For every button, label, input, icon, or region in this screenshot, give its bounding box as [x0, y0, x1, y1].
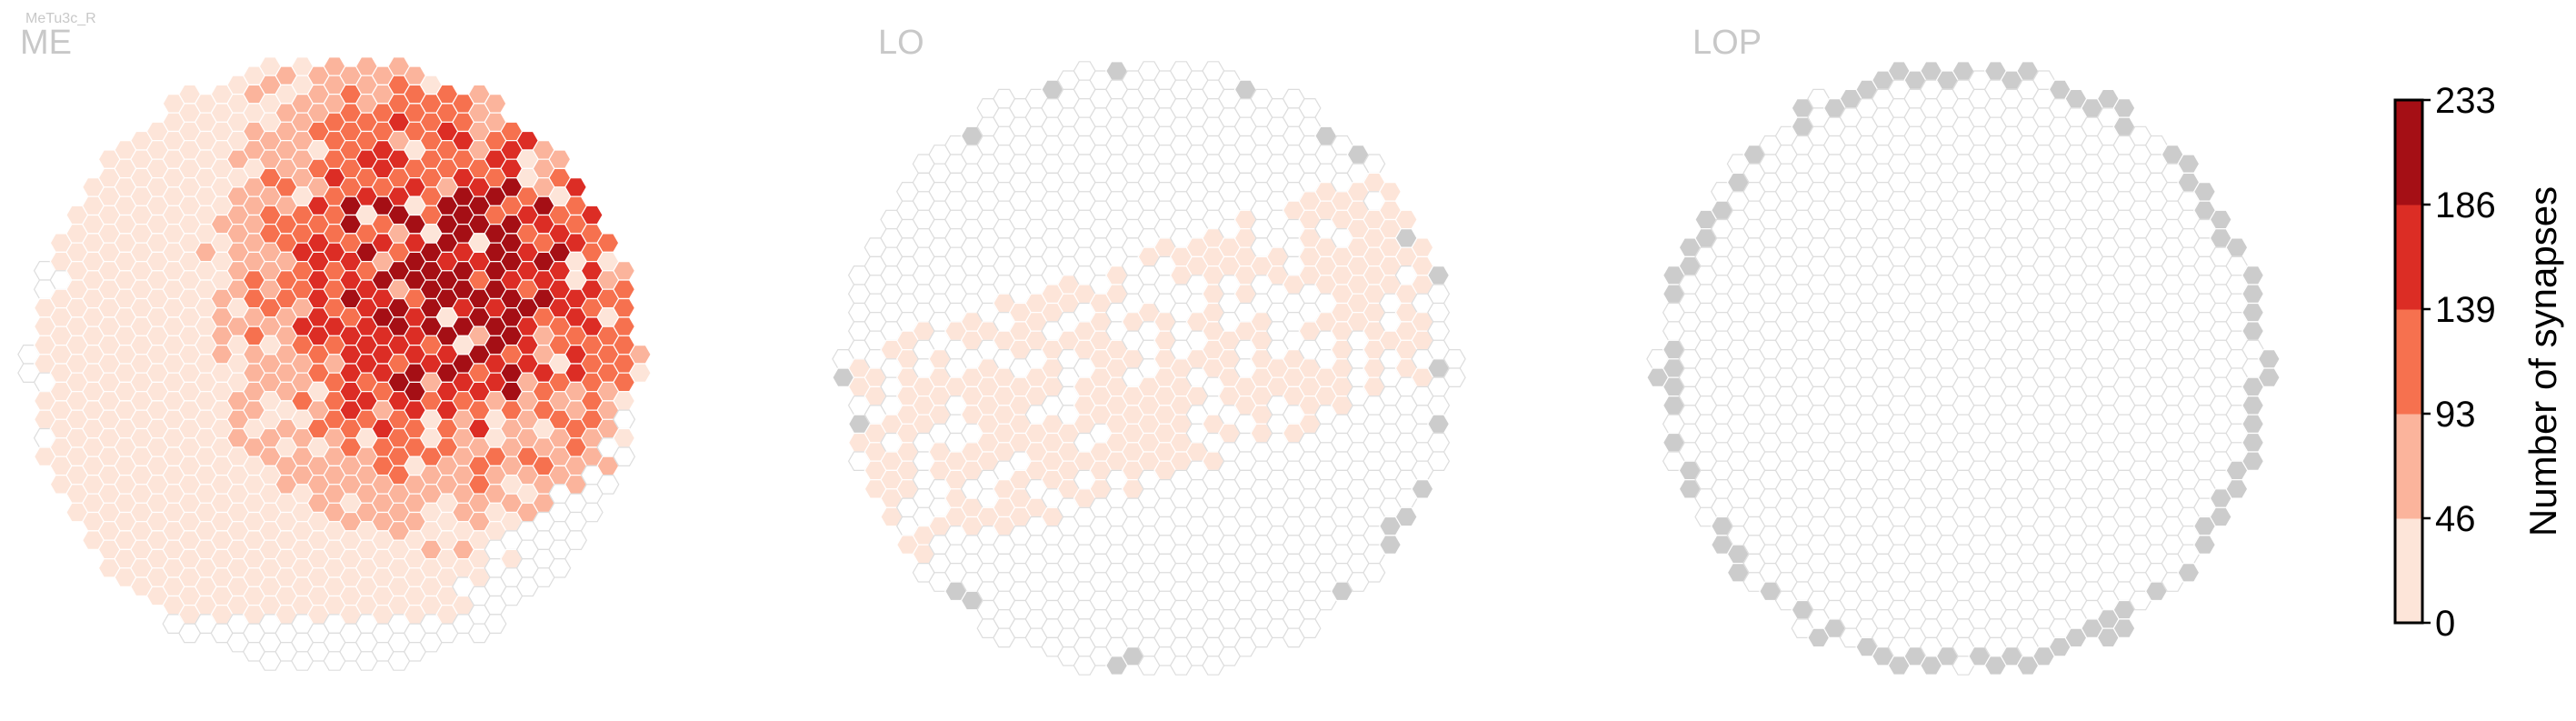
hex-cell — [1427, 321, 1451, 341]
panel-title-me: ME — [20, 24, 72, 62]
hex-cell — [484, 614, 507, 635]
hex-cell — [613, 391, 636, 411]
hex-cell — [2225, 237, 2249, 257]
colorbar-tick-label: 186 — [2435, 185, 2496, 225]
hex-cell — [580, 502, 604, 523]
hex-cell — [1427, 451, 1451, 472]
hex-cell — [2209, 209, 2232, 230]
hex-cell — [2242, 302, 2265, 323]
hex-cell — [613, 409, 636, 430]
colorbar-bin — [2395, 309, 2422, 415]
hex-cell — [2112, 618, 2136, 639]
hex-cell — [1363, 154, 1386, 174]
colorbar: 0 46 93 139 186 233 Number of synapses — [2393, 86, 2564, 644]
hex-cell — [2242, 432, 2265, 453]
hex-cell — [2225, 478, 2249, 499]
hex-cell — [613, 427, 636, 448]
hex-cell — [1298, 97, 1322, 118]
hexmap-panel-me — [17, 56, 652, 671]
hex-cell — [2257, 349, 2281, 369]
hex-cell — [2193, 535, 2216, 556]
hex-cell — [628, 345, 652, 365]
hex-cell — [548, 149, 572, 169]
hex-cell — [596, 474, 620, 495]
hex-cell — [613, 297, 636, 318]
hex-cell — [613, 316, 636, 336]
colorbar-tick-label: 233 — [2435, 86, 2496, 121]
hexmap-panel-lo — [832, 61, 1466, 676]
hex-cell — [2209, 506, 2232, 527]
hex-cell — [1394, 506, 1418, 527]
hex-cell — [1427, 284, 1451, 305]
colorbar-bin — [2395, 100, 2422, 205]
colorbar-tick-label: 46 — [2435, 499, 2476, 539]
hex-maps — [17, 56, 2281, 676]
hex-cell — [2242, 321, 2265, 341]
hex-cell — [1394, 209, 1418, 230]
hex-cell — [2242, 265, 2265, 285]
hex-cell — [613, 279, 636, 300]
hex-cell — [1411, 478, 1434, 499]
hex-cell — [484, 93, 507, 114]
panel-title-lop: LOP — [1692, 24, 1762, 62]
hex-cell — [2257, 367, 2281, 387]
hex-cell — [1427, 432, 1451, 453]
hex-cell — [2112, 97, 2136, 118]
panel-title-lo: LO — [878, 24, 924, 62]
hex-cell — [2193, 182, 2216, 202]
hex-cell — [2177, 154, 2201, 174]
colorbar-frame — [2393, 98, 2424, 625]
hex-cell — [1427, 396, 1451, 416]
hex-cell — [1379, 535, 1402, 556]
hex-cell — [1443, 367, 1466, 387]
hex-cell — [1298, 618, 1322, 639]
hex-cell — [596, 233, 620, 253]
hex-cell — [613, 446, 636, 467]
hex-cell — [548, 557, 572, 578]
hex-cell — [628, 363, 652, 383]
hex-cell — [2242, 284, 2265, 305]
hex-cell — [564, 177, 587, 197]
hex-cell — [1427, 265, 1451, 285]
hex-cell — [2177, 562, 2201, 583]
hex-cell — [1411, 237, 1434, 257]
hex-cell — [1379, 182, 1402, 202]
colorbar-bin — [2395, 518, 2422, 624]
colorbar-bin — [2395, 205, 2422, 310]
hex-cell — [1427, 414, 1451, 435]
hex-cell — [2242, 396, 2265, 416]
colorbar-label: Number of synapses — [2521, 186, 2564, 536]
cell-type-label: MeTu3c_R — [25, 11, 96, 26]
hex-cell — [1443, 349, 1466, 369]
hexmap-panel-lop — [1646, 61, 2281, 676]
hex-cell — [2242, 414, 2265, 435]
colorbar-tick-label: 139 — [2435, 290, 2496, 330]
hex-cell — [1363, 562, 1386, 583]
hex-cell — [580, 205, 604, 225]
hex-cell — [2242, 451, 2265, 472]
colorbar-bin — [2395, 414, 2422, 519]
hex-cell — [1427, 302, 1451, 323]
hex-cell — [564, 530, 587, 551]
hex-cell — [613, 261, 636, 281]
colorbar-tick-label: 93 — [2435, 395, 2476, 435]
colorbar-tick-label: 0 — [2435, 604, 2455, 644]
